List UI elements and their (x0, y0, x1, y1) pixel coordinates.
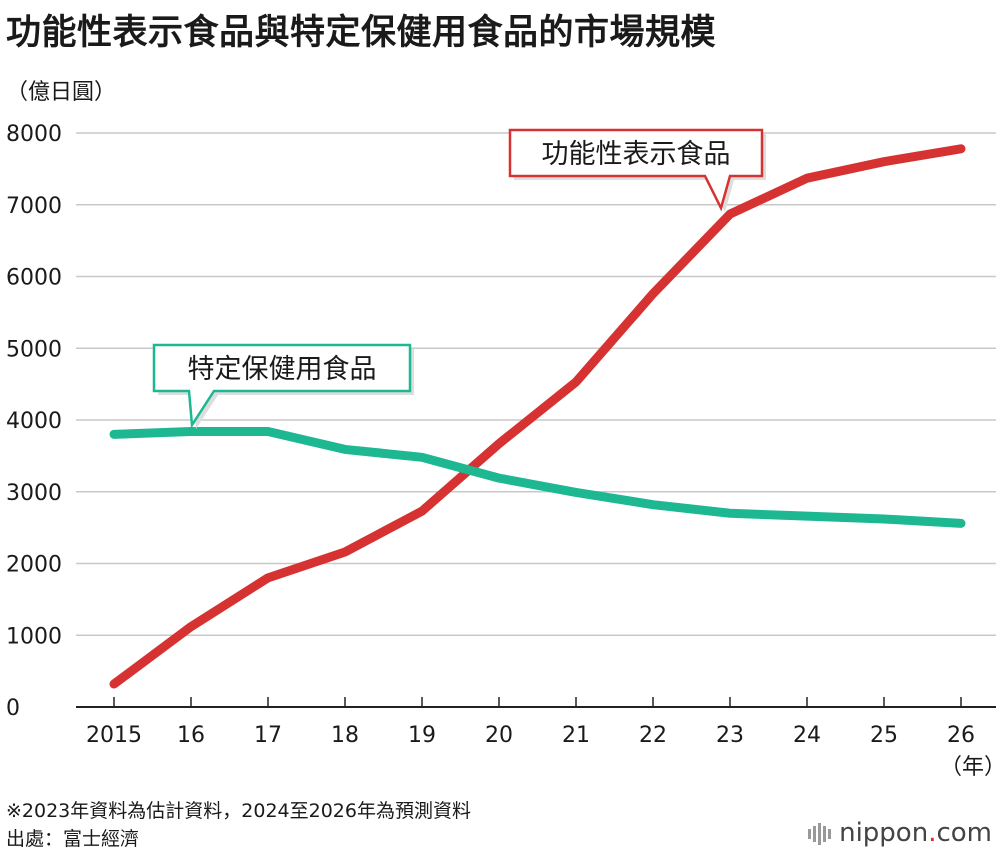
series-lines (109, 144, 966, 689)
callout-label: 特定保健用食品 (188, 354, 377, 385)
x-tick-label: 22 (639, 723, 667, 748)
x-tick-label: 20 (485, 723, 513, 748)
y-tick-label: 5000 (6, 337, 62, 362)
y-tick-label: 6000 (6, 266, 62, 291)
x-tick-label: 16 (177, 723, 205, 748)
line-chart: 0 1000 2000 3000 4000 5000 6000 7000 8000 2015 16… (6, 122, 1000, 780)
y-tick-label: 0 (6, 696, 20, 721)
y-axis-unit-label: （億日圓） (6, 80, 117, 105)
y-tick-label: 4000 (6, 409, 62, 434)
x-tick-label: 18 (331, 723, 359, 748)
callout-1: 功能性表示食品 (508, 128, 766, 212)
nippon-logo: nippon.com (808, 818, 992, 849)
x-axis-ticks: 2015 16 17 18 19 20 21 22 23 24 25 26 （年） (86, 697, 1000, 780)
x-tick-label: 25 (870, 723, 898, 748)
y-axis-ticks: 0 1000 2000 3000 4000 5000 6000 7000 8000 (6, 122, 62, 721)
x-tick-label: 23 (716, 723, 744, 748)
x-axis-label: （年） (940, 755, 1000, 780)
footnote: ※2023年資料為估計資料，2024至2026年為預測資料 (6, 800, 471, 822)
series-line-1 (109, 144, 966, 689)
y-tick-label: 3000 (6, 481, 62, 506)
x-tick-label: 21 (562, 723, 590, 748)
x-tick-label: 17 (254, 723, 282, 748)
logo-bars-icon (808, 819, 833, 849)
x-tick-label: 24 (793, 723, 821, 748)
callout-label: 功能性表示食品 (542, 139, 731, 170)
grid-lines (76, 132, 996, 708)
x-tick-label: 26 (947, 723, 975, 748)
y-tick-label: 1000 (6, 624, 62, 649)
source-note: 出處：富士經濟 (6, 828, 140, 850)
callout-2: 特定保健用食品 (152, 343, 414, 429)
y-tick-label: 7000 (6, 194, 62, 219)
chart-title: 功能性表示食品與特定保健用食品的市場規模 (6, 13, 717, 53)
y-tick-label: 2000 (6, 553, 62, 578)
series-line-2 (109, 426, 966, 528)
x-tick-label: 2015 (86, 723, 142, 748)
y-tick-label: 8000 (6, 122, 62, 147)
x-tick-label: 19 (408, 723, 436, 748)
